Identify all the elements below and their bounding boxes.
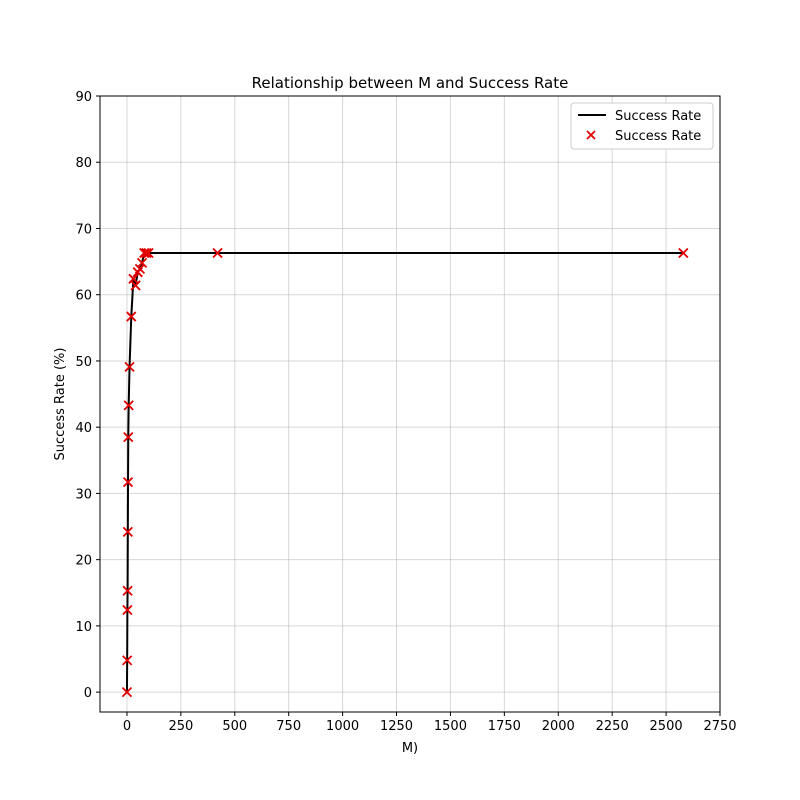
data-point	[128, 273, 139, 284]
data-point	[122, 585, 133, 596]
x-tick-label: 2000	[542, 719, 575, 734]
x-tick-label: 1750	[488, 719, 521, 734]
data-point	[122, 604, 133, 616]
y-tick-label: 0	[84, 686, 92, 701]
legend-entry-line: Success Rate	[615, 109, 701, 124]
y-tick-label: 80	[75, 156, 92, 171]
plot-frame	[99, 95, 721, 713]
data-point	[136, 257, 148, 269]
x-tick-label: 2500	[650, 719, 683, 734]
x-tick-label: 500	[222, 719, 247, 734]
y-tick-label: 70	[75, 222, 92, 237]
x-tick-label: 2250	[596, 719, 629, 734]
y-tick-label: 10	[75, 620, 92, 635]
y-tick-label: 40	[75, 421, 92, 436]
ticks: 0 250 500 750 1000 1250 1500 1750 2000 2250 2500 27…	[75, 90, 736, 734]
x-axis-label: M)	[402, 741, 418, 756]
legend-entry-scatter: Success Rate	[615, 129, 701, 144]
legend-marker-swatch	[586, 130, 596, 140]
x-tick-label: 750	[276, 719, 301, 734]
x-tick-label: 1000	[326, 719, 359, 734]
y-axis-label: Success Rate (%)	[53, 348, 68, 461]
x-tick-label: 250	[168, 719, 193, 734]
data-point	[139, 247, 150, 259]
y-tick-label: 30	[75, 487, 92, 502]
data-point	[212, 247, 223, 259]
x-tick-label: 0	[123, 719, 131, 734]
y-tick-label: 60	[75, 289, 92, 304]
data-point	[141, 247, 152, 259]
x-tick-label: 1500	[434, 719, 467, 734]
data-point	[123, 431, 134, 443]
y-tick-label: 20	[75, 554, 92, 569]
data-point	[678, 247, 689, 259]
data-point	[126, 311, 137, 322]
chart-title: Relationship between M and Success Rate	[252, 74, 569, 92]
data-point	[122, 477, 134, 488]
x-tick-label: 2750	[703, 719, 736, 734]
data-point	[124, 361, 135, 373]
series-layer	[121, 247, 689, 698]
data-point	[134, 263, 146, 275]
y-tick-label: 50	[75, 355, 92, 370]
data-point	[130, 280, 141, 291]
legend: Success Rate Success Rate	[570, 102, 714, 150]
grid	[100, 95, 721, 712]
data-point	[122, 655, 133, 666]
legend-frame	[570, 102, 714, 150]
data-point	[143, 247, 154, 259]
data-point	[122, 526, 133, 537]
data-point	[123, 400, 134, 411]
x-tick-label: 1250	[380, 719, 413, 734]
data-point	[121, 686, 133, 698]
y-tick-label: 90	[75, 90, 92, 105]
